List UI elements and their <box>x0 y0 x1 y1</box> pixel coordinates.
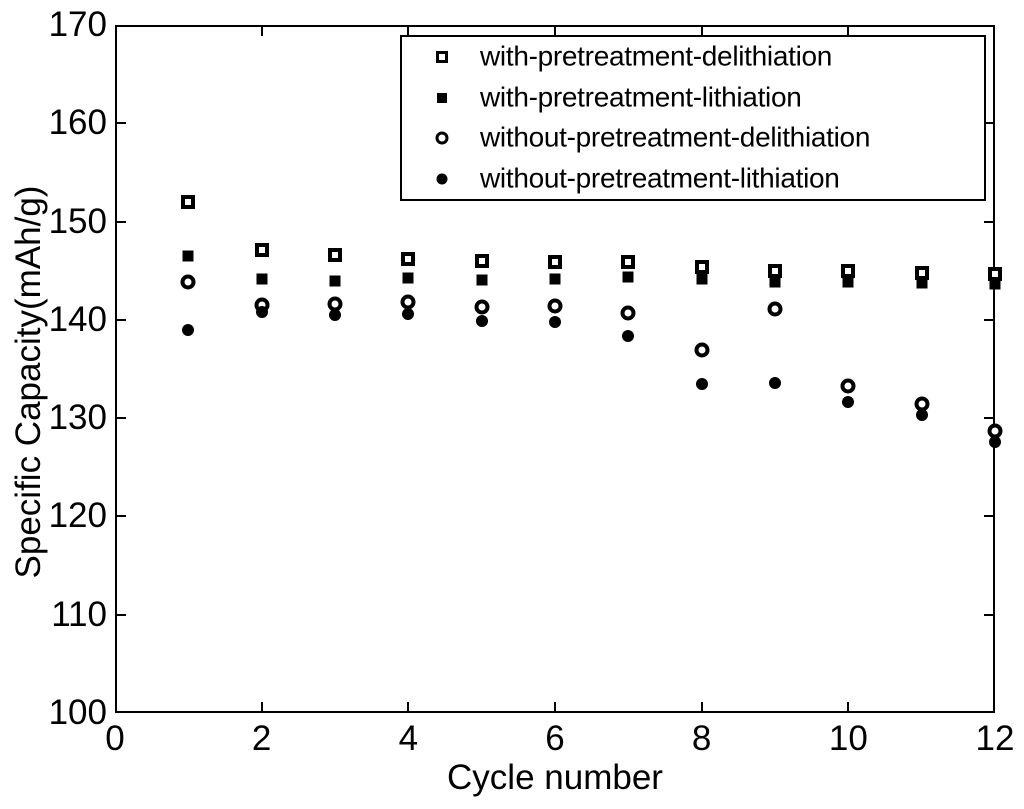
y-tick <box>117 122 126 125</box>
x-tick <box>847 702 850 711</box>
marker-open-circle <box>767 301 783 317</box>
open-circle-icon <box>435 131 449 145</box>
y-tick-right <box>984 515 993 518</box>
marker-filled-square <box>182 250 194 262</box>
marker-filled-circle <box>182 323 195 336</box>
x-tick-label: 8 <box>691 719 712 758</box>
y-tick-label: 170 <box>48 5 107 44</box>
legend-row: with-pretreatment-delithiation <box>402 37 984 78</box>
x-tick-top <box>407 27 410 36</box>
legend-row: without-pretreatment-lithiation <box>402 159 984 200</box>
marker-filled-circle <box>989 435 1001 448</box>
legend-label: with-pretreatment-delithiation <box>480 40 833 72</box>
marker-open-circle <box>180 274 196 290</box>
y-tick-right <box>984 613 993 616</box>
x-tick-top <box>260 27 263 36</box>
y-tick <box>117 613 126 616</box>
y-tick <box>117 220 126 223</box>
y-axis-title: Specific Capacity(mAh/g) <box>9 185 48 579</box>
x-axis-title: Cycle number <box>447 758 663 797</box>
marker-filled-circle <box>475 314 488 327</box>
y-tick <box>117 515 126 518</box>
x-tick <box>407 702 410 711</box>
legend-row: without-pretreatment-delithiation <box>402 118 984 159</box>
y-tick <box>117 417 126 420</box>
marker-filled-square <box>256 273 268 285</box>
x-tick <box>260 702 263 711</box>
marker-open-square <box>988 266 1002 281</box>
marker-filled-square <box>402 272 414 284</box>
x-tick <box>700 702 703 711</box>
x-tick-top <box>847 27 850 36</box>
marker-open-square <box>914 265 929 280</box>
y-tick <box>117 318 126 321</box>
marker-filled-circle <box>622 329 635 342</box>
marker-open-circle <box>694 342 710 358</box>
y-tick-label: 110 <box>51 594 107 634</box>
marker-filled-circle <box>329 308 341 321</box>
legend-label: without-pretreatment-delithiation <box>480 121 871 153</box>
marker-filled-circle <box>842 396 855 409</box>
marker-filled-circle <box>769 376 781 389</box>
y-tick-label: 130 <box>48 398 107 438</box>
y-tick-label: 160 <box>48 103 107 143</box>
marker-open-square <box>401 251 416 266</box>
y-tick-right <box>984 417 993 420</box>
marker-filled-circle <box>402 307 415 320</box>
y-tick-right <box>984 220 993 223</box>
open-square-icon <box>436 51 448 64</box>
legend-label: with-pretreatment-lithiation <box>480 81 802 113</box>
filled-square-icon <box>437 92 447 103</box>
marker-open-square <box>181 194 196 209</box>
marker-filled-square <box>549 273 561 285</box>
marker-open-square <box>621 254 636 269</box>
marker-open-square <box>768 263 782 278</box>
x-tick-label: 12 <box>975 719 1015 758</box>
marker-filled-circle <box>255 305 268 318</box>
y-tick-right <box>984 122 993 125</box>
y-tick-label: 120 <box>48 496 107 536</box>
marker-filled-square <box>329 275 341 287</box>
y-tick-right <box>984 318 993 321</box>
y-tick-label: 140 <box>48 299 107 339</box>
x-tick-label: 4 <box>398 719 419 758</box>
marker-filled-square <box>916 277 928 289</box>
marker-filled-square <box>842 276 854 288</box>
y-tick-label: 100 <box>48 693 107 732</box>
marker-filled-circle <box>549 315 561 328</box>
marker-filled-circle <box>915 409 928 422</box>
marker-filled-square <box>989 278 1001 290</box>
legend: with-pretreatment-delithiation with-pretr… <box>400 35 986 201</box>
filled-circle-icon <box>436 173 448 185</box>
marker-open-square <box>694 259 709 274</box>
marker-open-circle <box>400 294 416 310</box>
marker-open-circle <box>474 299 490 315</box>
marker-open-square <box>548 254 562 269</box>
marker-open-square <box>841 263 856 278</box>
marker-filled-square <box>476 274 488 286</box>
marker-filled-square <box>696 273 708 285</box>
marker-open-circle <box>620 305 636 321</box>
marker-open-circle <box>547 298 563 314</box>
x-tick <box>554 702 556 711</box>
x-tick-label: 0 <box>105 719 125 758</box>
marker-filled-square <box>769 276 781 288</box>
x-tick-top <box>700 27 703 36</box>
x-tick-label: 6 <box>545 719 565 758</box>
x-tick-label: 2 <box>251 719 272 758</box>
marker-open-square <box>328 247 342 262</box>
legend-label: without-pretreatment-lithiation <box>480 162 840 194</box>
marker-filled-square <box>622 271 634 283</box>
legend-row: with-pretreatment-lithiation <box>402 78 984 119</box>
x-tick-label: 10 <box>828 719 868 758</box>
marker-open-square <box>474 253 489 268</box>
x-tick-top <box>554 27 556 36</box>
marker-open-square <box>254 243 269 258</box>
y-tick-label: 150 <box>48 201 107 241</box>
plot-area: with-pretreatment-delithiation with-pretr… <box>115 25 1003 713</box>
marker-open-circle <box>840 378 856 394</box>
marker-filled-circle <box>695 377 708 390</box>
